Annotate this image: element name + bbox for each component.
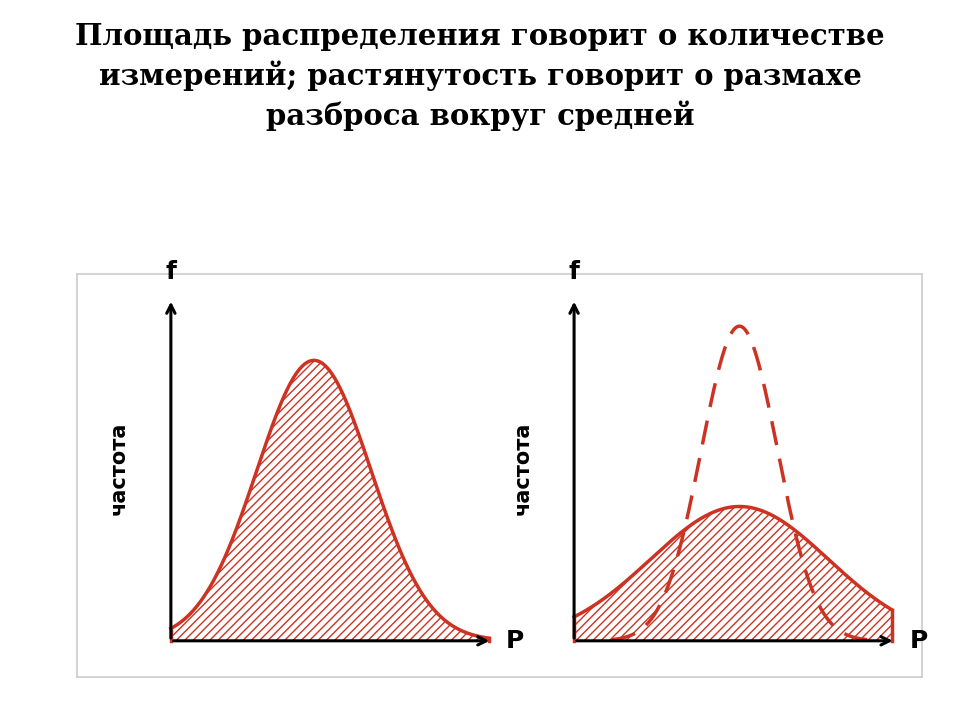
Text: частота: частота (513, 421, 532, 515)
Text: f: f (165, 261, 177, 284)
Text: частота: частота (109, 421, 129, 515)
Text: P: P (909, 629, 927, 653)
Text: f: f (568, 261, 580, 284)
Text: Площадь распределения говорит о количестве
измерений; растянутость говорит о раз: Площадь распределения говорит о количест… (75, 22, 885, 131)
Text: P: P (506, 629, 524, 653)
